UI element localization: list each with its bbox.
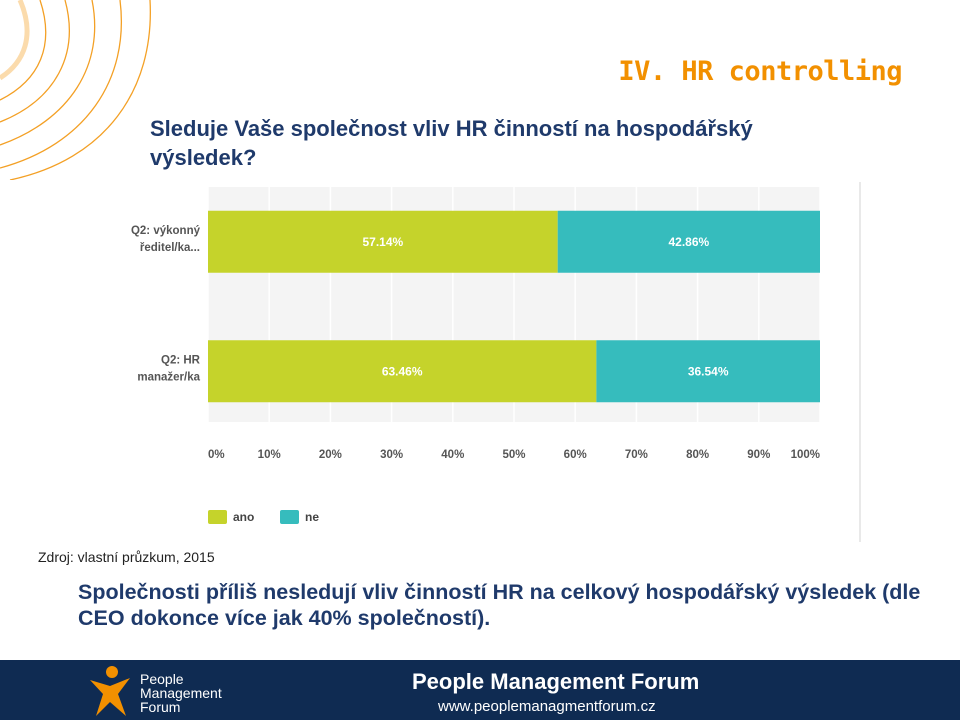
x-tick-label: 80% bbox=[686, 449, 709, 461]
question-title: Sleduje Vaše společnost vliv HR činností… bbox=[150, 116, 753, 170]
footer-bar: People Management Forum People Managemen… bbox=[0, 660, 960, 720]
decorative-arcs bbox=[0, 0, 151, 180]
x-tick-label: 30% bbox=[380, 449, 403, 461]
source-note: Zdroj: vlastní průzkum, 2015 bbox=[38, 549, 215, 565]
bar-segment bbox=[557, 210, 820, 273]
bar-segment bbox=[208, 340, 597, 403]
data-label: 57.14% bbox=[362, 235, 403, 249]
data-label: 63.46% bbox=[382, 364, 423, 378]
bar-segment bbox=[596, 340, 820, 403]
legend-label: ne bbox=[305, 510, 319, 524]
category-label: manažer/ka bbox=[137, 371, 200, 383]
x-tick-label: 100% bbox=[791, 449, 820, 461]
x-tick-label: 20% bbox=[319, 449, 342, 461]
footer-url-link[interactable]: www.peoplemanagmentforum.cz bbox=[438, 698, 656, 715]
x-tick-label: 10% bbox=[258, 449, 281, 461]
chart-canvas: 57.14% 42.86% Q2: výkonný ředitel/ka... 63.4… bbox=[131, 182, 861, 542]
bar-segment bbox=[208, 210, 558, 273]
logo-line: Management bbox=[140, 685, 222, 701]
x-tick-label: 50% bbox=[502, 449, 525, 461]
stacked-bar-chart: 57.14% 42.86% Q2: výkonný ředitel/ka... 63.4… bbox=[100, 182, 870, 542]
category-label: Q2: výkonný bbox=[131, 225, 201, 237]
x-tick-label: 90% bbox=[747, 449, 770, 461]
data-label: 36.54% bbox=[688, 364, 729, 378]
logo-line: Forum bbox=[140, 699, 181, 715]
x-tick-label: 70% bbox=[625, 449, 648, 461]
logo-line: People bbox=[140, 671, 184, 687]
x-tick-label: 40% bbox=[441, 449, 464, 461]
legend-swatch bbox=[208, 510, 227, 524]
conclusion-text: Společnosti příliš nesledují vliv činnos… bbox=[78, 580, 921, 630]
category-label: Q2: HR bbox=[161, 354, 201, 366]
section-title: IV. HR controlling bbox=[618, 56, 902, 87]
people-figure-icon bbox=[90, 666, 130, 716]
category-label: ředitel/ka... bbox=[140, 242, 200, 254]
logo-text: People Management Forum bbox=[140, 672, 222, 714]
legend-swatch bbox=[280, 510, 299, 524]
x-tick-label: 0% bbox=[208, 449, 225, 461]
legend-label: ano bbox=[233, 510, 254, 524]
footer-title: People Management Forum bbox=[412, 669, 700, 694]
data-label: 42.86% bbox=[668, 235, 709, 249]
x-tick-label: 60% bbox=[564, 449, 587, 461]
